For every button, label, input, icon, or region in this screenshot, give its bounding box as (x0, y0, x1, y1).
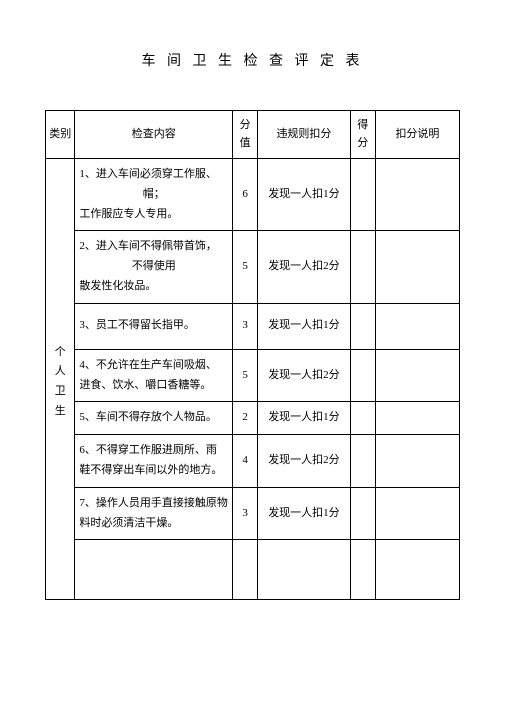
score-cell: 5 (233, 231, 258, 303)
score-cell: 6 (233, 159, 258, 231)
score-cell: 2 (233, 402, 258, 435)
score-cell: 3 (233, 303, 258, 349)
cat-char-3: 卫 (55, 382, 66, 402)
got-cell (350, 435, 375, 488)
desc-cell (375, 159, 459, 231)
table-row: 2、进入车间不得佩带首饰， 不得使用 散发性化妆品。 5 发现一人扣2分 (46, 231, 460, 303)
score-cell: 3 (233, 487, 258, 540)
table-row: 3、员工不得留长指甲。 3 发现一人扣1分 (46, 303, 460, 349)
desc-cell (375, 231, 459, 303)
table-row: 个 人 卫 生 1、进入车间必须穿工作服、 帽； 工作服应专人专用。 6 发现一… (46, 159, 460, 231)
desc-cell (375, 402, 459, 435)
content-cell: 1、进入车间必须穿工作服、 帽； 工作服应专人专用。 (75, 159, 233, 231)
header-score: 分值 (233, 111, 258, 159)
deduct-cell: 发现一人扣2分 (258, 231, 350, 303)
content-cell: 3、员工不得留长指甲。 (75, 303, 233, 349)
table-row: 5、车间不得存放个人物品。 2 发现一人扣1分 (46, 402, 460, 435)
page-title: 车 间 卫 生 检 查 评 定 表 (45, 50, 460, 70)
desc-cell (375, 540, 459, 600)
desc-cell (375, 349, 459, 402)
content-cell: 4、不允许在生产车间吸烟、 进食、饮水、嚼口香糖等。 (75, 349, 233, 402)
header-content: 检查内容 (75, 111, 233, 159)
inspection-table: 类别 检查内容 分值 违规则扣分 得分 扣分说明 个 人 卫 生 1、进入车间必… (45, 110, 460, 600)
desc-cell (375, 303, 459, 349)
deduct-cell: 发现一人扣2分 (258, 435, 350, 488)
table-row-blank (46, 540, 460, 600)
category-cell: 个 人 卫 生 (46, 159, 75, 600)
header-got: 得分 (350, 111, 375, 159)
desc-cell (375, 435, 459, 488)
got-cell (350, 540, 375, 600)
content-cell: 5、车间不得存放个人物品。 (75, 402, 233, 435)
table-row: 6、不得穿工作服进厕所、雨 鞋不得穿出车间以外的地方。 4 发现一人扣2分 (46, 435, 460, 488)
cat-char-2: 人 (55, 362, 66, 382)
score-cell (233, 540, 258, 600)
header-desc: 扣分说明 (375, 111, 459, 159)
got-cell (350, 349, 375, 402)
header-type: 类别 (46, 111, 75, 159)
got-cell (350, 402, 375, 435)
content-cell: 2、进入车间不得佩带首饰， 不得使用 散发性化妆品。 (75, 231, 233, 303)
content-cell (75, 540, 233, 600)
score-cell: 4 (233, 435, 258, 488)
deduct-cell: 发现一人扣1分 (258, 402, 350, 435)
got-cell (350, 303, 375, 349)
deduct-cell: 发现一人扣1分 (258, 487, 350, 540)
table-row: 7、操作人员用手直接接触原物料时必须清洁干燥。 3 发现一人扣1分 (46, 487, 460, 540)
header-deduct: 违规则扣分 (258, 111, 350, 159)
deduct-cell: 发现一人扣2分 (258, 349, 350, 402)
table-row: 4、不允许在生产车间吸烟、 进食、饮水、嚼口香糖等。 5 发现一人扣2分 (46, 349, 460, 402)
cat-char-1: 个 (55, 343, 66, 363)
score-cell: 5 (233, 349, 258, 402)
got-cell (350, 159, 375, 231)
table-header-row: 类别 检查内容 分值 违规则扣分 得分 扣分说明 (46, 111, 460, 159)
content-cell: 6、不得穿工作服进厕所、雨 鞋不得穿出车间以外的地方。 (75, 435, 233, 488)
desc-cell (375, 487, 459, 540)
got-cell (350, 231, 375, 303)
content-cell: 7、操作人员用手直接接触原物料时必须清洁干燥。 (75, 487, 233, 540)
deduct-cell: 发现一人扣1分 (258, 303, 350, 349)
got-cell (350, 487, 375, 540)
cat-char-4: 生 (55, 402, 66, 422)
deduct-cell (258, 540, 350, 600)
deduct-cell: 发现一人扣1分 (258, 159, 350, 231)
